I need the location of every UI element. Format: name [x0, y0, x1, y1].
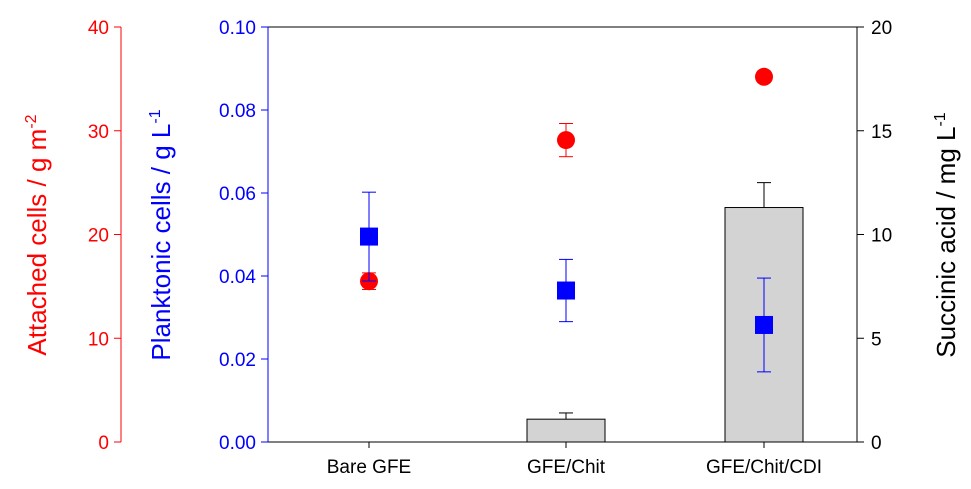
planktonic-tick-label-4: 0.08 — [219, 101, 256, 122]
planktonic-point-1 — [557, 282, 575, 300]
planktonic-axis-title: Planktonic cells / g L-1 — [146, 109, 176, 360]
planktonic-tick-label-1: 0.02 — [219, 350, 256, 371]
attached-axis-title: Attached cells / g m-2 — [22, 114, 52, 355]
attached-tick-label-4: 40 — [88, 18, 109, 39]
attached-axis-title-sup: -2 — [23, 114, 40, 128]
succinic-tick-label-0: 0 — [871, 433, 882, 454]
attached-tick-label-2: 20 — [88, 226, 109, 247]
planktonic-axis-title-sup: -1 — [147, 109, 164, 123]
attached-point-1 — [557, 131, 575, 149]
planktonic-tick-label-3: 0.06 — [219, 184, 256, 205]
succinic-tick-label-2: 10 — [871, 226, 892, 247]
attached-point-2 — [755, 68, 773, 86]
planktonic-tick-label-2: 0.04 — [219, 267, 256, 288]
plot-layer — [360, 68, 803, 442]
attached-axis-title-base: Attached cells / g m — [22, 129, 52, 356]
attached-tick-label-3: 30 — [88, 122, 109, 143]
x-tick-label-2: GFE/Chit/CDI — [706, 457, 822, 478]
bar-1 — [527, 419, 605, 442]
succinic-tick-label-3: 15 — [871, 122, 892, 143]
planktonic-point-0 — [360, 228, 378, 246]
x-tick-label-1: GFE/Chit — [527, 457, 606, 478]
succinic-axis-title: Succinic acid / mg L-1 — [931, 112, 961, 358]
succinic-axis-title-base: Succinic acid / mg L — [931, 127, 961, 358]
x-tick-label-0: Bare GFE — [327, 457, 411, 478]
planktonic-tick-label-0: 0.00 — [219, 433, 256, 454]
planktonic-tick-label-5: 0.10 — [219, 18, 256, 39]
succinic-tick-label-1: 5 — [871, 329, 882, 350]
attached-tick-label-1: 10 — [88, 329, 109, 350]
planktonic-axis-title-base: Planktonic cells / g L — [146, 124, 176, 361]
planktonic-point-2 — [755, 316, 773, 334]
succinic-axis-title-sup: -1 — [932, 112, 949, 126]
attached-tick-label-0: 0 — [98, 433, 109, 454]
succinic-tick-label-4: 20 — [871, 18, 892, 39]
